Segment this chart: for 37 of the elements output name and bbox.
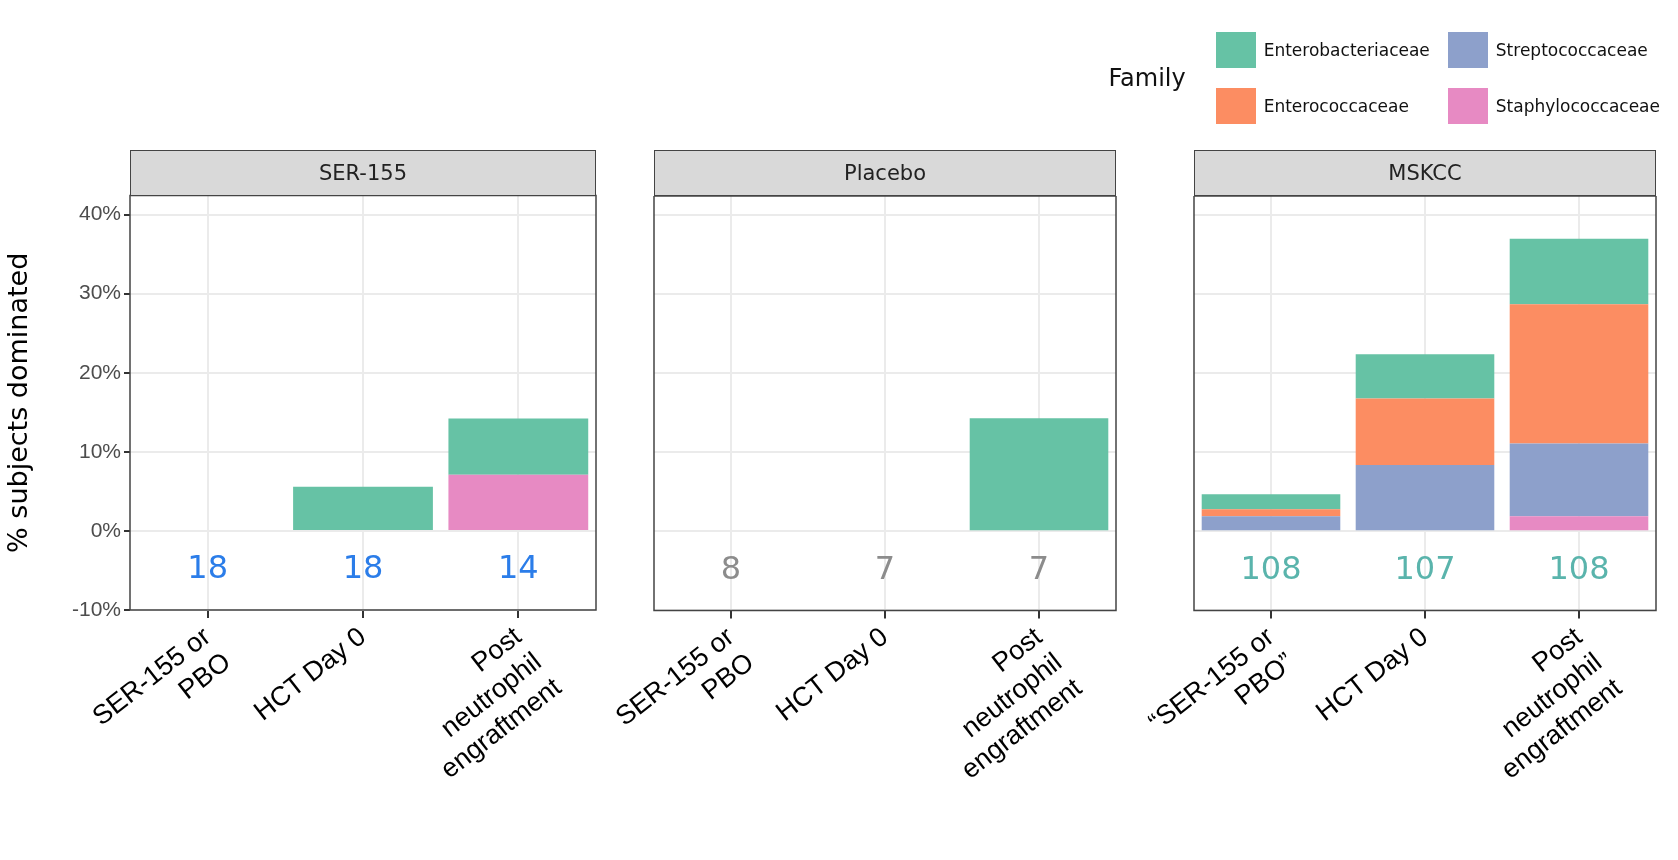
chart-title: Placebo [654, 150, 1116, 196]
bar [1355, 464, 1495, 531]
annotation: 8 [720, 548, 742, 587]
annotation: 108 [1548, 548, 1610, 587]
bar [1509, 304, 1649, 444]
annotation: 18 [187, 548, 229, 587]
bar [293, 487, 433, 531]
bar [1509, 443, 1649, 517]
legend-label: Enterococcaceae [1263, 96, 1409, 116]
annotation: 18 [342, 548, 384, 587]
annotation: 7 [874, 548, 896, 587]
legend-label: Enterobacteriaceae [1263, 40, 1430, 60]
chart-title: SER-155 [130, 150, 596, 196]
annotation: 108 [1240, 548, 1302, 587]
annotation: 7 [1028, 548, 1050, 587]
bar [1355, 354, 1495, 399]
y-tick-label: -10% [71, 597, 121, 621]
bar [1201, 509, 1341, 517]
y-axis-title: % subjects dominated [2, 253, 34, 554]
legend-title: Family [1108, 64, 1186, 92]
y-tick-label: 10% [78, 439, 121, 463]
y-tick-label: 30% [78, 280, 121, 304]
bar [448, 419, 589, 476]
bar [1509, 516, 1649, 531]
chart-title: MSKCC [1194, 150, 1656, 196]
legend-label: Staphylococcaceae [1495, 96, 1660, 116]
bar [1355, 398, 1495, 465]
annotation: 14 [497, 548, 539, 587]
y-tick-label: 0% [90, 518, 121, 542]
legend-label: Streptococcaceae [1495, 40, 1648, 60]
bar [1201, 516, 1341, 531]
annotation: 107 [1394, 548, 1456, 587]
bar [1509, 238, 1649, 305]
y-tick-label: 20% [78, 359, 121, 383]
bar [448, 475, 589, 531]
bar [1201, 494, 1341, 510]
y-tick-label: 40% [78, 201, 121, 225]
